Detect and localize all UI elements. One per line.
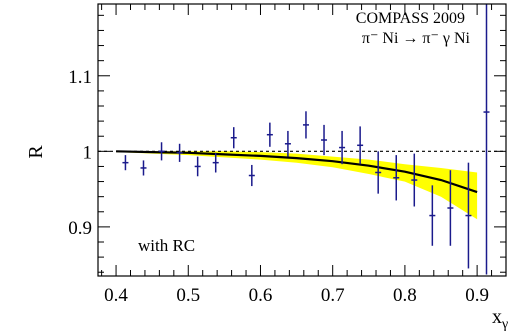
reaction-label: π⁻ Ni → π⁻ γ Ni [362,30,471,47]
fit-curve-layer [116,150,478,194]
data-point [266,122,273,147]
uncertainty-band [116,151,478,220]
x-axis-label: xγ [492,306,508,332]
label-layer: COMPASS 2009 π⁻ Ni → π⁻ γ Ni with RC R x… [25,10,508,332]
data-point [140,160,147,176]
plot-frame [97,3,507,277]
data-point [465,162,472,269]
data-point [321,124,328,156]
data-point [284,130,291,157]
y-tick-label: 1.1 [68,67,92,88]
data-point [194,156,201,177]
data-point [176,143,183,162]
x-tick-label: 0.5 [176,285,200,306]
data-point [411,153,418,207]
plot-frame-layer [97,3,507,277]
data-points-layer [122,4,490,275]
x-tick-label: 0.9 [465,285,489,306]
data-point [357,126,364,165]
experiment-label: COMPASS 2009 [356,10,465,27]
data-point [447,170,454,246]
data-point [339,130,346,165]
data-point [158,142,165,161]
data-point [393,155,400,201]
y-tick-label: 0.9 [68,218,92,239]
y-tick-label: 1 [83,142,93,163]
with-rc-label: with RC [138,236,195,255]
data-point [230,127,237,149]
data-point [212,152,219,173]
x-tick-label: 0.4 [104,285,128,306]
tick-layer: 0.4 0.5 0.6 0.7 0.8 0.9 0.9 1 1.1 [68,4,507,306]
data-point [122,155,129,171]
x-tick-label: 0.6 [249,285,273,306]
data-point [483,4,490,275]
data-point [248,164,255,187]
y-axis-label: R [25,145,47,159]
x-tick-label: 0.7 [321,285,345,306]
x-axis-label-subscript: γ [501,317,508,332]
data-point [302,111,309,139]
uncertainty-band-layer [116,151,478,220]
x-axis-label-main: x [492,306,502,328]
fit-curve [116,150,478,194]
x-tick-label: 0.8 [393,285,417,306]
data-point [375,151,382,194]
data-point [429,185,436,246]
